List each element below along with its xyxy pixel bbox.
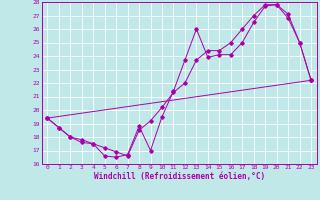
X-axis label: Windchill (Refroidissement éolien,°C): Windchill (Refroidissement éolien,°C): [94, 172, 265, 181]
